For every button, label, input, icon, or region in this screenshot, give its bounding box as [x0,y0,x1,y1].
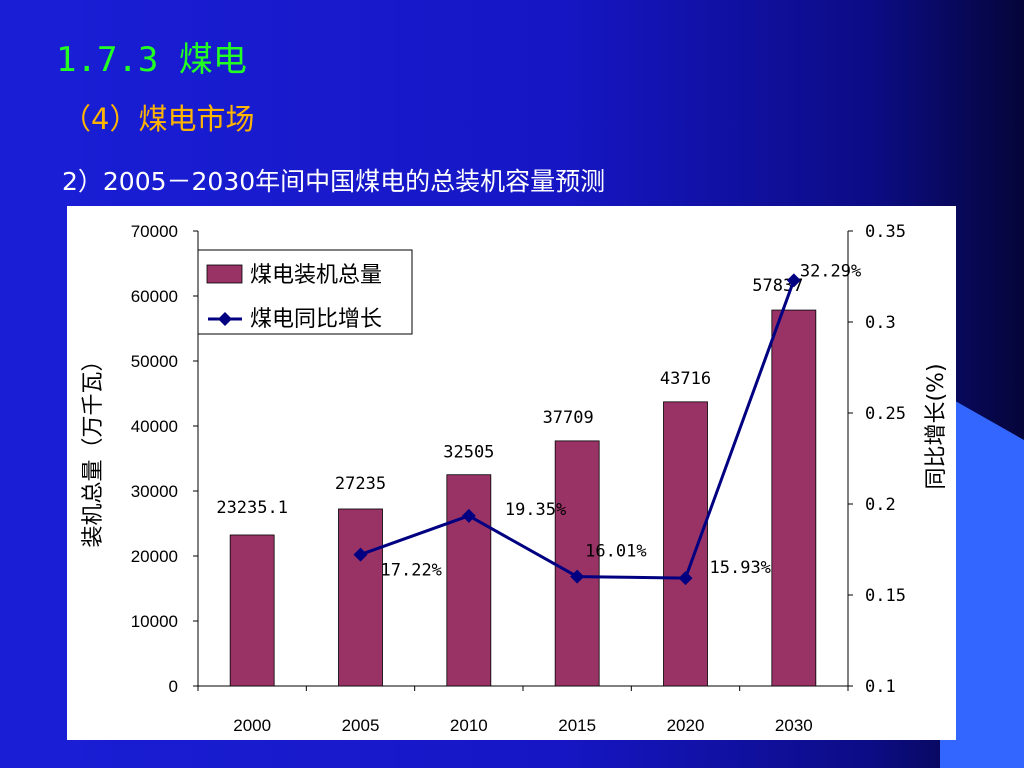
right-tick-label: 0.1 [865,677,896,697]
x-tick-label: 2005 [342,716,380,735]
bar-data-label: 27235 [335,474,386,494]
line-marker [786,273,801,288]
left-tick-label: 40000 [131,417,178,436]
left-tick-label: 70000 [131,222,178,241]
left-tick-label: 60000 [131,287,178,306]
chart-caption: 2）2005－2030年间中国煤电的总装机容量预测 [62,167,606,196]
bar [771,309,817,687]
y-axis-right-label: 同比增长(%) [924,363,949,489]
bar-data-label: 23235.1 [216,498,288,518]
right-tick-label: 0.15 [865,586,906,606]
left-tick-label: 0 [169,677,178,696]
line-marker [678,571,693,586]
chart-svg: 0 10000 20000 30000 40000 50000 60000 70000 0.1 0… [81,222,949,735]
section-title: 1.7.3 煤电 [56,40,247,80]
bar [554,440,600,687]
bar-data-label: 43716 [660,369,711,389]
subtitle: （4）煤电市场 [62,102,255,136]
right-tick-label: 0.35 [865,222,906,242]
left-tick-label: 30000 [131,482,178,501]
x-tick-label: 2015 [558,716,596,735]
right-tick-label: 0.2 [865,495,896,515]
y-axis-label: 装机总量（万千瓦） [81,349,106,547]
line-data-label: 15.93% [710,558,771,578]
bar [338,508,383,687]
bar-data-label: 37709 [543,408,594,428]
bar-data-label: 32505 [443,443,494,463]
x-tick-label: 2030 [775,716,813,735]
line-data-label: 32.29% [800,261,861,281]
right-tick-label: 0.3 [865,313,896,333]
x-tick-label: 2020 [667,716,705,735]
line-data-label: 19.35% [505,500,566,520]
left-tick-label: 50000 [131,352,178,371]
bar [446,474,492,687]
bar [663,401,708,687]
line-marker [353,547,368,562]
x-tick-label: 2000 [233,716,271,735]
line-marker [570,569,585,584]
chart-panel: 0 10000 20000 30000 40000 50000 60000 70000 0.1 0… [67,206,956,740]
legend-label-line: 煤电同比增长 [250,307,382,332]
x-tick-label: 2010 [450,716,488,735]
left-tick-label: 20000 [131,547,178,566]
left-tick-label: 10000 [131,612,178,631]
legend-label-bar: 煤电装机总量 [250,263,382,288]
right-tick-label: 0.25 [865,404,906,424]
legend-swatch-marker [218,312,232,326]
line-data-label: 17.22% [381,561,442,581]
legend-swatch-bar [206,264,243,284]
corner-decoration-shape [940,398,1024,768]
line-data-label: 16.01% [585,542,646,562]
bar [229,534,275,687]
